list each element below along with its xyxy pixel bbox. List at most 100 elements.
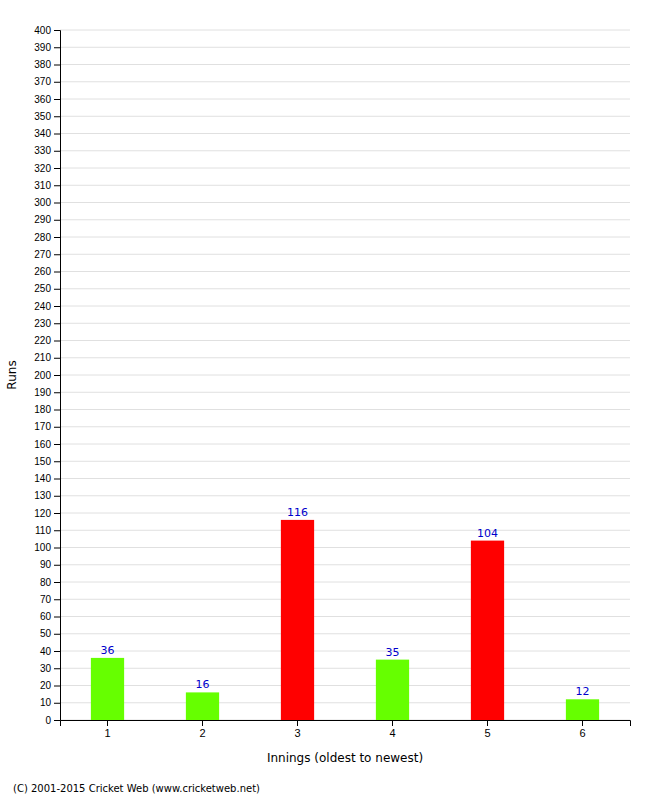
tick-mark bbox=[54, 306, 60, 307]
tick-mark bbox=[54, 272, 60, 273]
tick-mark bbox=[54, 686, 60, 687]
grid-line bbox=[60, 237, 630, 238]
grid-line bbox=[60, 133, 630, 134]
grid-line bbox=[60, 564, 630, 565]
tick: 80 bbox=[40, 577, 60, 588]
tick-mark bbox=[54, 82, 60, 83]
tick: 0 bbox=[45, 715, 60, 726]
tick: 210 bbox=[34, 352, 60, 363]
tick: 4 bbox=[389, 720, 395, 739]
tick-mark bbox=[54, 582, 60, 583]
tick-mark bbox=[54, 617, 60, 618]
tick: 6 bbox=[579, 720, 585, 739]
tick: 40 bbox=[40, 646, 60, 657]
tick-mark bbox=[54, 410, 60, 411]
grid-line bbox=[60, 99, 630, 100]
tick-label: 280 bbox=[34, 232, 51, 243]
tick-label: 2 bbox=[199, 727, 205, 739]
tick-mark bbox=[54, 461, 60, 462]
grid-line bbox=[60, 30, 630, 31]
tick-label: 140 bbox=[34, 473, 51, 484]
tick-mark bbox=[54, 289, 60, 290]
tick-label: 250 bbox=[34, 283, 51, 294]
tick-mark bbox=[54, 496, 60, 497]
grid-line bbox=[60, 254, 630, 255]
grid-line bbox=[60, 202, 630, 203]
axis-line bbox=[54, 31, 61, 721]
tick-label: 310 bbox=[34, 180, 51, 191]
tick-mark bbox=[54, 427, 60, 428]
tick-mark bbox=[54, 375, 60, 376]
tick: 340 bbox=[34, 128, 60, 139]
tick-mark bbox=[54, 565, 60, 566]
tick: 300 bbox=[34, 197, 60, 208]
grid-line bbox=[60, 530, 630, 531]
grid-line bbox=[60, 185, 630, 186]
tick-label: 200 bbox=[34, 370, 51, 381]
tick-label: 290 bbox=[34, 214, 51, 225]
tick-mark bbox=[202, 720, 203, 726]
tick-label: 3 bbox=[294, 727, 300, 739]
tick-label: 340 bbox=[34, 128, 51, 139]
bar bbox=[186, 692, 219, 720]
grid-line bbox=[60, 461, 630, 462]
grid-line bbox=[60, 426, 630, 427]
tick-label: 110 bbox=[35, 525, 51, 536]
tick: 130 bbox=[34, 490, 60, 501]
tick-mark bbox=[54, 237, 60, 238]
bars bbox=[91, 520, 599, 720]
bar bbox=[566, 699, 599, 720]
tick-label: 360 bbox=[34, 94, 51, 105]
tick-mark bbox=[54, 341, 60, 342]
data-label: 116 bbox=[287, 506, 308, 519]
tick-mark bbox=[392, 720, 393, 726]
tick: 240 bbox=[34, 301, 60, 312]
tick: 230 bbox=[34, 318, 60, 329]
tick-label: 1 bbox=[104, 727, 110, 739]
data-label: 36 bbox=[101, 644, 115, 657]
tick: 370 bbox=[34, 76, 60, 87]
tick-mark bbox=[54, 151, 60, 152]
grid-line bbox=[60, 685, 630, 686]
tick: 110 bbox=[35, 525, 60, 536]
grid-line bbox=[60, 116, 630, 117]
tick-mark bbox=[54, 634, 60, 635]
tick: 10 bbox=[40, 697, 60, 708]
tick-mark bbox=[107, 720, 108, 726]
tick-label: 300 bbox=[34, 197, 51, 208]
tick-label: 100 bbox=[34, 542, 51, 553]
tick-mark bbox=[487, 720, 488, 726]
tick-mark bbox=[54, 392, 60, 393]
grid-line bbox=[60, 668, 630, 669]
tick-mark bbox=[54, 651, 60, 652]
tick-label: 240 bbox=[34, 301, 51, 312]
y-axis-title: Runs bbox=[5, 360, 19, 389]
tick-mark bbox=[54, 203, 60, 204]
tick: 160 bbox=[34, 439, 60, 450]
grid-line bbox=[60, 323, 630, 324]
tick-mark bbox=[582, 720, 583, 726]
grid-line bbox=[60, 219, 630, 220]
tick-label: 40 bbox=[40, 646, 52, 657]
tick-label: 120 bbox=[34, 508, 51, 519]
tick: 150 bbox=[34, 456, 60, 467]
tick-label: 370 bbox=[34, 76, 51, 87]
tick-mark bbox=[54, 703, 60, 704]
bar bbox=[281, 520, 314, 720]
grid-line bbox=[60, 547, 630, 548]
tick: 2 bbox=[199, 720, 205, 739]
grid-line bbox=[60, 582, 630, 583]
plot: 3616116351041201020304050607080901001101… bbox=[34, 25, 630, 739]
tick: 260 bbox=[34, 266, 60, 277]
tick-label: 150 bbox=[34, 456, 51, 467]
y-axis: 0102030405060708090100110120130140150160… bbox=[34, 25, 60, 726]
tick-mark bbox=[54, 65, 60, 66]
grid-line bbox=[60, 651, 630, 652]
tick-label: 90 bbox=[40, 559, 52, 570]
grid-line bbox=[60, 478, 630, 479]
tick: 220 bbox=[34, 335, 60, 346]
tick-label: 0 bbox=[45, 715, 51, 726]
axis-line bbox=[61, 721, 631, 727]
data-label: 12 bbox=[576, 685, 590, 698]
grid-line bbox=[60, 306, 630, 307]
